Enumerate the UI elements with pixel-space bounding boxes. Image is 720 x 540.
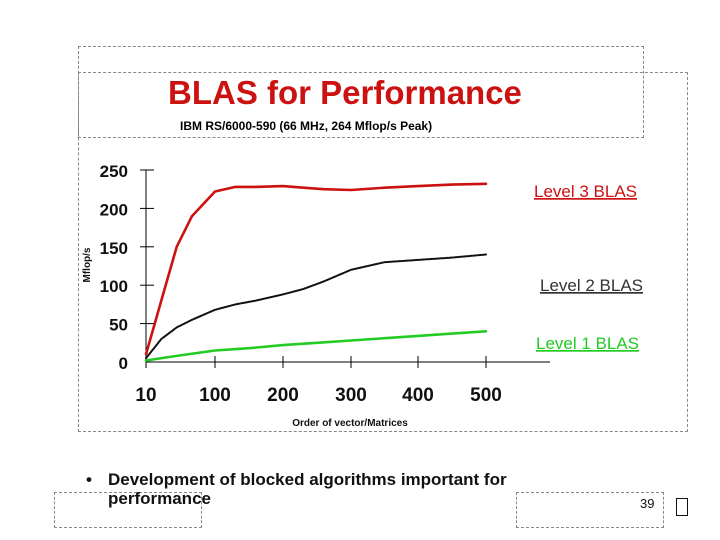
x-tick-label-400: 400 [402,385,434,406]
level-2-blas-line [145,253,487,360]
bullet-text: Development of blocked algorithms import… [108,470,507,508]
x-axis-label: Order of vector/Matrices [292,418,408,429]
level-1-blas-label: Level 1 BLAS [536,334,639,353]
x-tick-label-10: 10 [135,385,156,406]
y-tick-label-150: 150 [100,239,128,258]
x-tick-label-100: 100 [199,385,231,406]
y-tick-label-50: 50 [109,316,128,335]
bullet-dot: • [86,470,92,489]
chart-frame [78,72,688,432]
chart-title: IBM RS/6000-590 (66 MHz, 264 Mflop/s Pea… [180,119,433,133]
footer-right-frame [516,492,664,528]
level-3-blas-line [144,182,488,356]
footer-left-frame [54,492,202,528]
y-tick-label-0: 0 [119,354,128,373]
level-2-blas-label: Level 2 BLAS [540,276,643,295]
y-tick-label-200: 200 [100,200,128,219]
x-tick-label-500: 500 [470,385,502,406]
x-tick-label-300: 300 [335,385,367,406]
level-1-blas-line [144,329,488,362]
x-tick-label-200: 200 [267,385,299,406]
missing-glyph-icon [676,498,688,516]
slide-title: BLAS for Performance [168,74,522,111]
level-3-blas-label: Level 3 BLAS [534,182,637,201]
y-tick-label-100: 100 [100,277,128,296]
y-tick-label-250: 250 [100,162,128,181]
page-number: 39 [640,496,655,511]
y-axis-label: Mflop/s [82,247,93,282]
